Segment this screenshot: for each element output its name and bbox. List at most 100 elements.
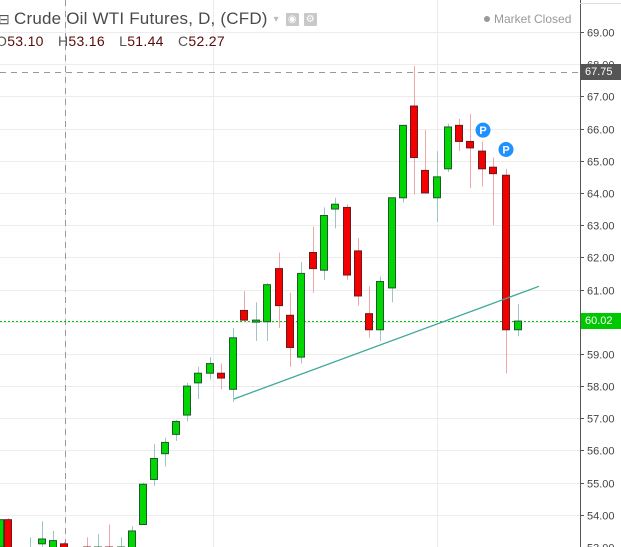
trendline-segment — [233, 285, 540, 400]
candle — [421, 130, 429, 194]
close-value: C52.27 — [177, 33, 225, 49]
last-price-tag: 60.02 — [581, 313, 621, 330]
candle — [478, 141, 486, 187]
candle — [331, 197, 339, 229]
candle-body — [128, 530, 136, 547]
pivot-label: P — [502, 144, 509, 156]
candle-body — [194, 372, 202, 384]
crosshair — [0, 0, 580, 547]
gear-icon[interactable]: ⚙ — [303, 12, 317, 26]
candle-body — [455, 124, 463, 142]
axis-background — [580, 0, 621, 547]
candle-body — [252, 319, 260, 323]
candle — [229, 328, 237, 403]
candle-body — [309, 252, 317, 270]
candle — [343, 204, 351, 280]
series-legend[interactable]: ⊟ Crude Oil WTI Futures, D, (CFD) ▾ ◉ ⚙ — [0, 9, 317, 29]
candle — [128, 526, 136, 547]
eye-icon[interactable]: ◉ — [285, 12, 299, 26]
pivot-marker-icon[interactable]: P — [475, 122, 491, 138]
candle — [354, 238, 362, 306]
pivot-label: P — [479, 125, 486, 137]
high-value: H53.16 — [57, 33, 105, 49]
candle — [217, 363, 225, 390]
candle — [502, 168, 510, 374]
candle-body — [60, 543, 68, 547]
trendline[interactable] — [233, 285, 540, 400]
candle — [376, 276, 384, 342]
candle-body — [502, 174, 510, 331]
candle — [49, 530, 57, 547]
candle — [514, 304, 522, 337]
horizontal-gridlines — [0, 32, 580, 516]
candle — [139, 482, 147, 526]
candle — [60, 541, 68, 547]
candle — [399, 124, 407, 203]
candle — [206, 357, 214, 380]
candle — [309, 226, 317, 293]
status-dot-icon — [484, 16, 490, 22]
candle — [150, 444, 158, 486]
candle-body — [514, 320, 522, 331]
candle — [161, 437, 169, 467]
candle-body — [172, 420, 180, 435]
candle-body — [0, 519, 4, 547]
candle — [365, 286, 373, 338]
candle-body — [421, 169, 429, 194]
candle-body — [343, 206, 351, 276]
candle-body — [354, 250, 362, 297]
candle-body — [466, 140, 474, 149]
candle — [4, 518, 12, 547]
candle-body — [286, 314, 294, 348]
axis-tick-label: 64.00 — [587, 189, 615, 201]
candle — [172, 419, 180, 441]
candle — [0, 519, 4, 547]
candle-body — [4, 519, 12, 547]
candle-body — [433, 176, 441, 199]
candle — [194, 366, 202, 399]
candle — [466, 114, 474, 189]
pivot-marker-icon[interactable]: P — [498, 141, 514, 157]
pivot-circle — [475, 122, 491, 138]
candle-body — [217, 372, 225, 379]
candle-body — [444, 126, 452, 170]
candle — [105, 524, 113, 547]
axis-tick-label: 55.00 — [587, 479, 615, 491]
candle — [83, 537, 91, 547]
axis-tick-label: 63.00 — [587, 221, 615, 233]
axis-tick-label: 56.00 — [587, 446, 615, 458]
market-status: Market Closed — [484, 12, 571, 26]
price-axis[interactable]: 69.0068.0067.0066.0065.0064.0063.0062.00… — [580, 0, 621, 547]
candle — [410, 65, 418, 195]
ohlc-values: O53.10 H53.16 L51.44 C52.27 — [0, 33, 235, 49]
symbol-title[interactable]: Crude Oil WTI Futures, D, (CFD) — [14, 9, 268, 28]
chevron-down-icon[interactable]: ▾ — [273, 13, 279, 25]
vertical-gridlines — [65, 0, 438, 547]
candle — [240, 291, 248, 322]
collapse-legend-icon[interactable]: ⊟ — [0, 10, 10, 27]
candle — [286, 292, 294, 367]
candle — [320, 207, 328, 280]
candle-body — [229, 337, 237, 390]
candle — [38, 521, 46, 547]
candle-body — [297, 272, 305, 358]
candle — [388, 197, 396, 303]
axis-tick-label: 67.00 — [587, 92, 615, 104]
candle-body — [388, 197, 396, 289]
axis-tick-label: 54.00 — [587, 511, 615, 523]
market-status-text: Market Closed — [494, 12, 572, 26]
candle-body — [240, 309, 248, 321]
candle — [444, 123, 452, 173]
pivot-markers[interactable]: PP — [475, 122, 514, 157]
axis-tick-label: 66.00 — [587, 125, 615, 137]
open-value: O53.10 — [0, 33, 44, 49]
candle-body — [410, 105, 418, 159]
crosshair-price-tag: 67.75 — [581, 64, 621, 81]
candle-body — [150, 458, 158, 480]
axis-tick-label: 53.00 — [587, 543, 615, 547]
candle-body — [206, 363, 214, 374]
axis-tick-label: 61.00 — [587, 286, 615, 298]
axis-tick-label: 59.00 — [587, 350, 615, 362]
